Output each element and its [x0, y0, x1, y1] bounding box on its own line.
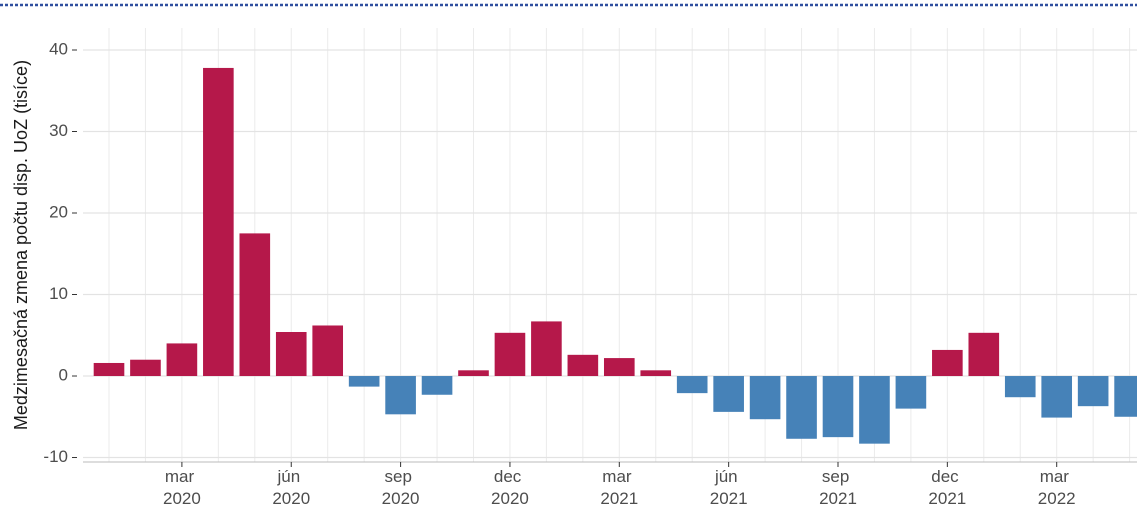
bar — [458, 370, 489, 377]
y-tick-label: -10 — [43, 447, 68, 466]
bar — [713, 376, 744, 412]
bar — [932, 349, 963, 377]
bar — [859, 376, 890, 444]
bar — [385, 376, 416, 415]
x-tick-label: mar 2022 — [1038, 467, 1076, 508]
bar — [130, 359, 161, 377]
x-tick-label: mar 2020 — [163, 467, 201, 508]
bar — [203, 67, 234, 377]
bar — [93, 362, 125, 377]
bar — [1004, 376, 1036, 398]
x-tick-label: dec 2020 — [491, 467, 529, 508]
y-tick-label: 30 — [49, 121, 68, 140]
bar — [166, 343, 198, 377]
bar — [348, 376, 380, 387]
bar — [531, 321, 562, 377]
bar — [239, 233, 271, 377]
bar — [494, 332, 526, 377]
bar — [676, 376, 708, 394]
bar — [1114, 376, 1137, 417]
bar — [786, 376, 817, 439]
x-tick-label: mar 2021 — [600, 467, 638, 508]
bar — [1041, 376, 1073, 418]
bar — [640, 370, 672, 377]
y-tick-label: 10 — [49, 284, 68, 303]
x-tick-label: dec 2021 — [928, 467, 966, 508]
bar — [421, 376, 453, 395]
x-tick-label: sep 2021 — [819, 467, 857, 508]
y-tick-label: 40 — [49, 39, 68, 58]
x-tick-label: jún 2020 — [272, 467, 310, 508]
bar — [1077, 376, 1109, 407]
bar — [312, 325, 344, 377]
y-tick-label: 0 — [59, 365, 68, 384]
y-tick-label: 20 — [49, 202, 68, 221]
bar — [603, 358, 635, 377]
x-tick-label: jún 2021 — [710, 467, 748, 508]
bar — [895, 376, 927, 409]
y-axis-title: Medzimesačná zmena počtu disp. UoZ (tisí… — [11, 60, 31, 430]
bar — [749, 376, 781, 420]
bar — [968, 332, 1000, 377]
bar — [275, 332, 307, 377]
bar — [567, 354, 599, 377]
bar — [822, 376, 854, 438]
x-tick-label: sep 2020 — [382, 467, 420, 508]
